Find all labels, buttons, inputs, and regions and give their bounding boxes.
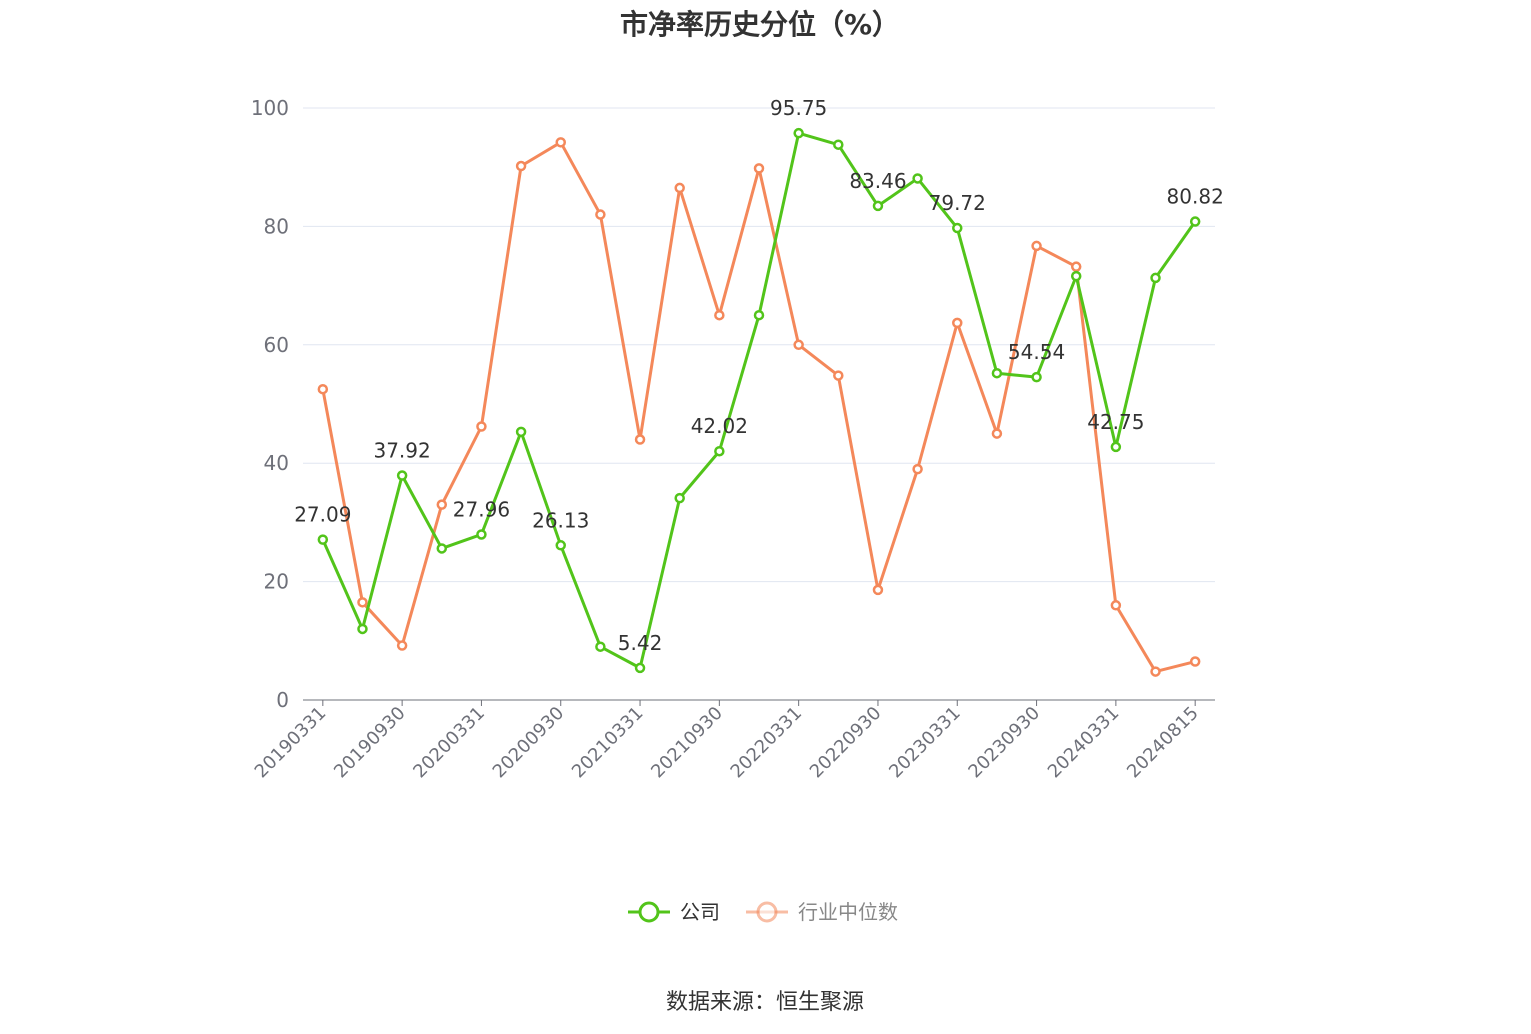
data-point xyxy=(991,428,1003,439)
data-point xyxy=(872,200,884,212)
x-tick-label: 20220930 xyxy=(806,703,886,783)
grid xyxy=(303,107,1215,583)
data-label: 5.42 xyxy=(618,631,663,655)
data-point xyxy=(357,623,368,635)
data-labels: 27.09 37.92 27.96 26.13 5.42 42.02 95.75 83.46 7… xyxy=(294,96,1224,655)
legend-label: 公司 xyxy=(680,900,720,924)
series-0 xyxy=(317,127,1201,674)
legend-marker xyxy=(638,901,660,923)
data-point xyxy=(1110,441,1122,453)
data-point xyxy=(872,584,884,596)
data-point xyxy=(674,182,685,194)
x-tick-label: 20210930 xyxy=(647,703,727,783)
x-tick-label: 20240331 xyxy=(1044,703,1124,783)
data-label: 42.75 xyxy=(1087,410,1144,434)
x-tick-label: 20240815 xyxy=(1123,703,1203,783)
data-point xyxy=(436,543,448,554)
x-tick-label: 20220331 xyxy=(727,703,807,783)
data-point xyxy=(793,339,804,351)
data-point xyxy=(555,137,566,148)
data-point xyxy=(317,383,329,395)
chart-title: 市净率历史分位（%） xyxy=(620,8,900,41)
data-point xyxy=(1150,272,1161,284)
data-point xyxy=(714,309,725,321)
data-point xyxy=(674,492,685,504)
legend-label: 行业中位数 xyxy=(798,900,898,924)
data-point xyxy=(515,426,527,438)
data-point xyxy=(595,641,606,652)
legend-marker xyxy=(756,901,778,923)
series-line xyxy=(321,131,1197,670)
y-tick-label: 40 xyxy=(264,451,289,475)
y-tick-label: 80 xyxy=(264,214,289,238)
data-label: 83.46 xyxy=(849,169,906,193)
y-tick-label: 20 xyxy=(264,570,289,594)
data-point xyxy=(1110,600,1122,611)
data-label: 42.02 xyxy=(691,414,748,438)
data-point xyxy=(595,209,606,220)
legend[interactable]: 公司 行业中位数 xyxy=(628,900,898,924)
y-tick-label: 0 xyxy=(276,688,289,712)
data-point xyxy=(634,662,646,674)
data-label: 80.82 xyxy=(1167,185,1224,209)
x-tick-label: 20230331 xyxy=(885,703,965,783)
data-point xyxy=(1150,666,1161,677)
x-tick-label: 20190930 xyxy=(330,703,410,783)
data-point xyxy=(714,445,725,457)
data-point xyxy=(991,367,1003,379)
series-layer xyxy=(317,127,1201,677)
x-tick-label: 20230930 xyxy=(964,703,1044,783)
data-point xyxy=(1031,240,1042,252)
data-point xyxy=(357,597,368,608)
data-point xyxy=(912,173,923,184)
data-point xyxy=(396,640,408,651)
series-line xyxy=(321,140,1196,674)
data-label: 54.54 xyxy=(1008,340,1065,364)
x-tick-label: 20200930 xyxy=(489,703,569,783)
legend-item-1[interactable]: 行业中位数 xyxy=(746,900,898,924)
data-point xyxy=(793,127,804,139)
data-label: 27.96 xyxy=(453,497,510,521)
data-label: 26.13 xyxy=(532,508,589,532)
data-point xyxy=(1189,656,1201,667)
data-point xyxy=(476,421,487,432)
data-source: 数据来源：恒生聚源 xyxy=(666,990,864,1015)
data-point xyxy=(952,317,963,329)
data-label: 27.09 xyxy=(294,503,351,527)
data-label: 37.92 xyxy=(373,439,430,463)
data-point xyxy=(833,139,844,150)
data-point xyxy=(952,222,963,234)
data-label: 79.72 xyxy=(929,191,986,215)
x-axis: 20190331 20190930 20200331 20200930 20210331… xyxy=(251,699,1215,783)
series-1 xyxy=(317,137,1201,677)
data-point xyxy=(912,463,923,475)
x-tick-label: 20210331 xyxy=(568,703,648,783)
data-point xyxy=(555,540,566,551)
data-point xyxy=(1031,371,1042,383)
data-point xyxy=(1070,261,1082,272)
data-point xyxy=(476,529,487,540)
data-point xyxy=(634,434,646,445)
data-point xyxy=(436,499,448,510)
legend-item-0[interactable]: 公司 xyxy=(628,900,720,924)
y-tick-label: 60 xyxy=(264,333,289,357)
data-point xyxy=(833,370,844,381)
y-axis: 0 20 40 60 80 100 xyxy=(251,96,289,712)
data-point xyxy=(753,163,765,174)
data-point xyxy=(317,534,329,545)
x-tick-label: 20190331 xyxy=(251,703,331,783)
x-tick-label: 20200331 xyxy=(409,703,489,783)
data-point xyxy=(1070,270,1082,282)
data-point xyxy=(1189,216,1201,227)
data-point xyxy=(515,160,527,172)
data-label: 95.75 xyxy=(770,96,827,120)
data-point xyxy=(753,309,765,321)
data-point xyxy=(396,470,408,481)
y-tick-label: 100 xyxy=(251,96,289,120)
